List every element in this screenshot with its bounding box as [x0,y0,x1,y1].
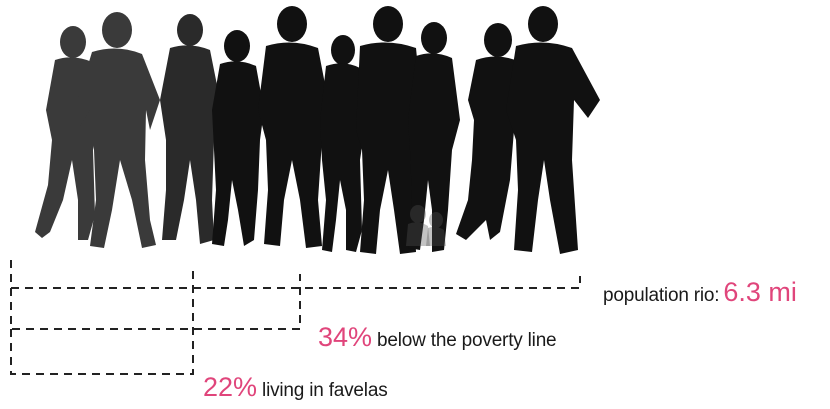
favelas-text: living in favelas [262,380,388,401]
favelas-label: 22% living in favelas [203,374,388,401]
population-label: population rio: 6.3 mi [603,279,797,306]
favelas-bracket [10,268,194,375]
person-silhouette [258,6,330,248]
person-silhouette [78,12,160,248]
crowd-silhouettes [35,6,600,254]
person-silhouette [506,6,600,254]
person-silhouette [408,22,460,252]
person-silhouette [356,6,424,254]
poverty-bracket [10,274,301,330]
population-value: 6.3 mi [723,277,797,307]
poverty-value: 34% [318,322,373,352]
person-silhouette [320,35,366,252]
person-silhouette [160,14,220,244]
poverty-label: 34% below the poverty line [318,322,557,352]
poverty-text: below the poverty line [377,330,557,351]
person-silhouette [212,30,264,246]
person-silhouette [406,205,430,246]
population-bracket [10,260,581,289]
population-text: population rio: [603,285,720,306]
person-silhouette [426,212,446,246]
favelas-value: 22% [203,372,258,402]
